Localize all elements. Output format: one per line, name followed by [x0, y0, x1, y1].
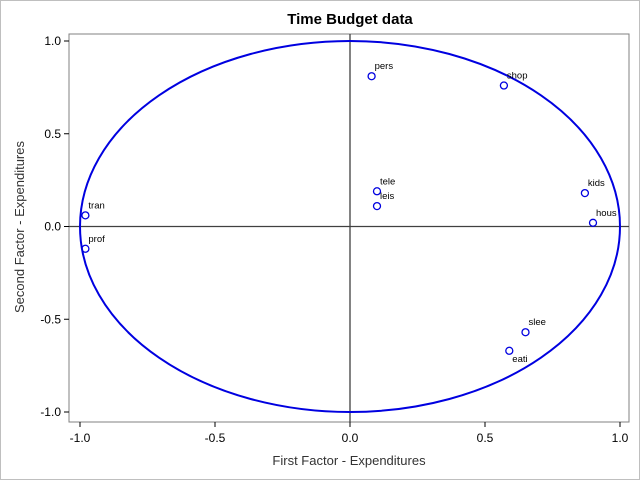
reference-lines [69, 34, 629, 422]
data-point-hous [588, 218, 598, 227]
x-tick-label: 1.0 [612, 431, 629, 445]
x-tick-label: -0.5 [205, 431, 226, 445]
data-point-tele [372, 187, 382, 196]
y-tick-label: -0.5 [40, 312, 61, 326]
data-points: pers shop tele leis kids hous tran prof slee eati [81, 61, 617, 365]
y-tick-label: -1.0 [40, 405, 61, 419]
point-label-hous: hous [596, 208, 617, 219]
y-axis-label: Second Factor - Expenditures [12, 141, 27, 313]
point-label-prof: prof [88, 234, 105, 245]
x-tick-label: 0.0 [342, 431, 359, 445]
data-point-slee [521, 328, 530, 337]
axis-ticks: -1.0 -0.5 0.0 0.5 1.0 -1.0 -0.5 0.0 0.5 1.0 [40, 34, 628, 445]
data-point-shop [499, 81, 509, 90]
data-point-leis [372, 201, 382, 211]
data-point-kids [580, 188, 590, 198]
y-tick-label: 0.0 [44, 220, 61, 234]
y-tick-label: 1.0 [44, 34, 61, 48]
data-point-eati [505, 346, 514, 355]
data-point-prof [81, 244, 90, 253]
x-axis-label: First Factor - Expenditures [272, 453, 426, 468]
y-tick-label: 0.5 [44, 127, 61, 141]
point-label-slee: slee [529, 317, 546, 328]
reference-circle [79, 40, 621, 413]
reference-circle-group [79, 40, 621, 413]
chart-title: Time Budget data [287, 11, 413, 28]
point-label-leis: leis [380, 191, 395, 202]
point-label-pers: pers [375, 61, 394, 72]
x-tick-label: 0.5 [477, 431, 494, 445]
point-label-tele: tele [380, 176, 395, 187]
point-label-shop: shop [507, 71, 528, 82]
plot-area [68, 33, 630, 423]
point-label-eati: eati [512, 354, 527, 365]
x-tick-label: -1.0 [70, 431, 91, 445]
data-point-pers [367, 72, 376, 81]
point-label-tran: tran [88, 200, 104, 211]
data-point-tran [81, 211, 90, 220]
point-label-kids: kids [588, 178, 605, 189]
